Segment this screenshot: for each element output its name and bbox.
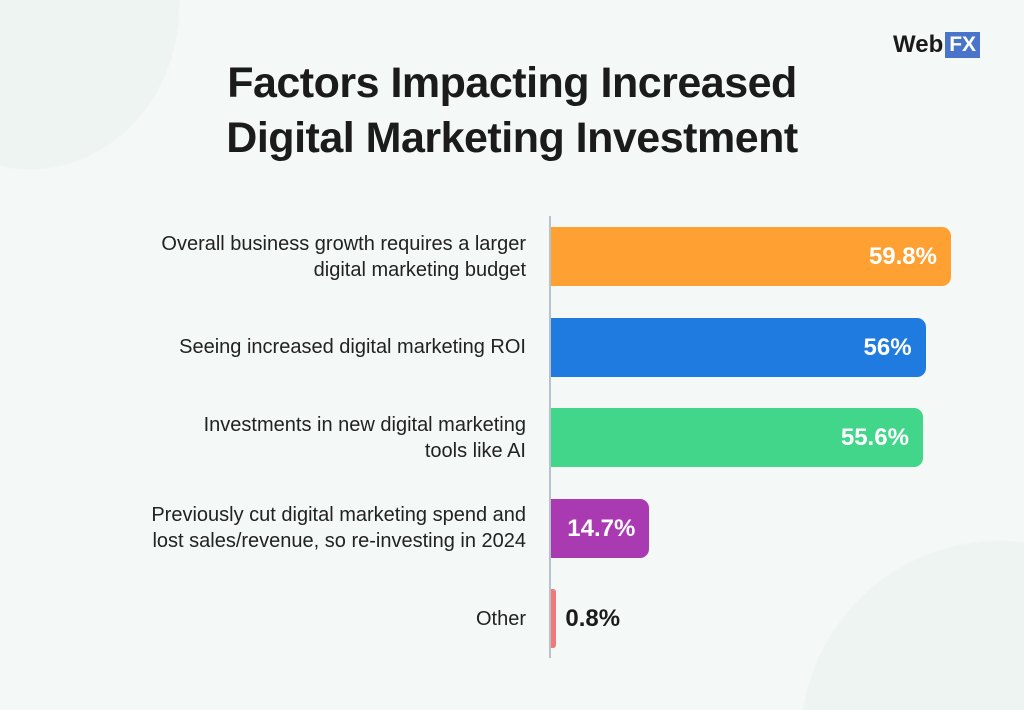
bar (551, 227, 951, 286)
data-label: 56% (863, 333, 912, 361)
logo-box: FX (945, 32, 981, 58)
chart-title: Factors Impacting Increased Digital Marke… (226, 59, 798, 162)
category-label: Overall business growth requires a large… (161, 232, 526, 281)
category-label: Seeing increased digital marketing ROI (179, 336, 526, 358)
data-label: 55.6% (840, 424, 909, 451)
bar (551, 498, 650, 558)
bar (551, 408, 923, 467)
webfx-logo: Web FX (893, 31, 981, 59)
data-label: 59.8% (868, 243, 937, 270)
category-label: Other (475, 607, 526, 630)
data-label: 0.8% (565, 605, 621, 632)
data-label: 14.7% (567, 514, 636, 542)
y-axis-line (549, 216, 551, 658)
category-label: Investments in new digital marketing tool… (203, 413, 526, 462)
category-label: Previously cut digital marketing spend a… (151, 504, 526, 552)
logo-text: Web (893, 31, 944, 58)
bar (551, 589, 557, 648)
bar (551, 317, 926, 377)
